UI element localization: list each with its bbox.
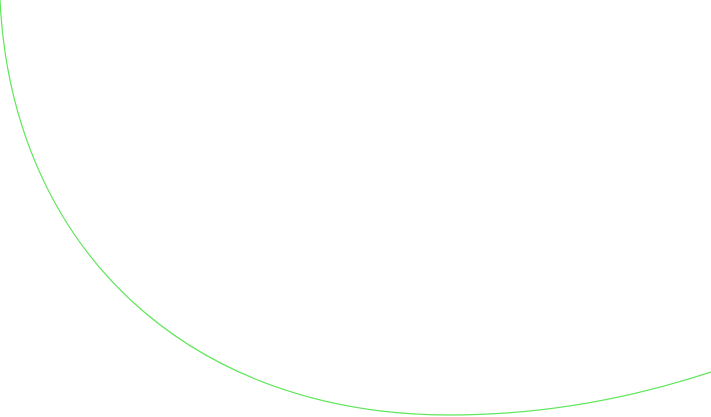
canvas <box>0 0 711 417</box>
background <box>0 0 711 417</box>
green-arc <box>0 0 711 416</box>
